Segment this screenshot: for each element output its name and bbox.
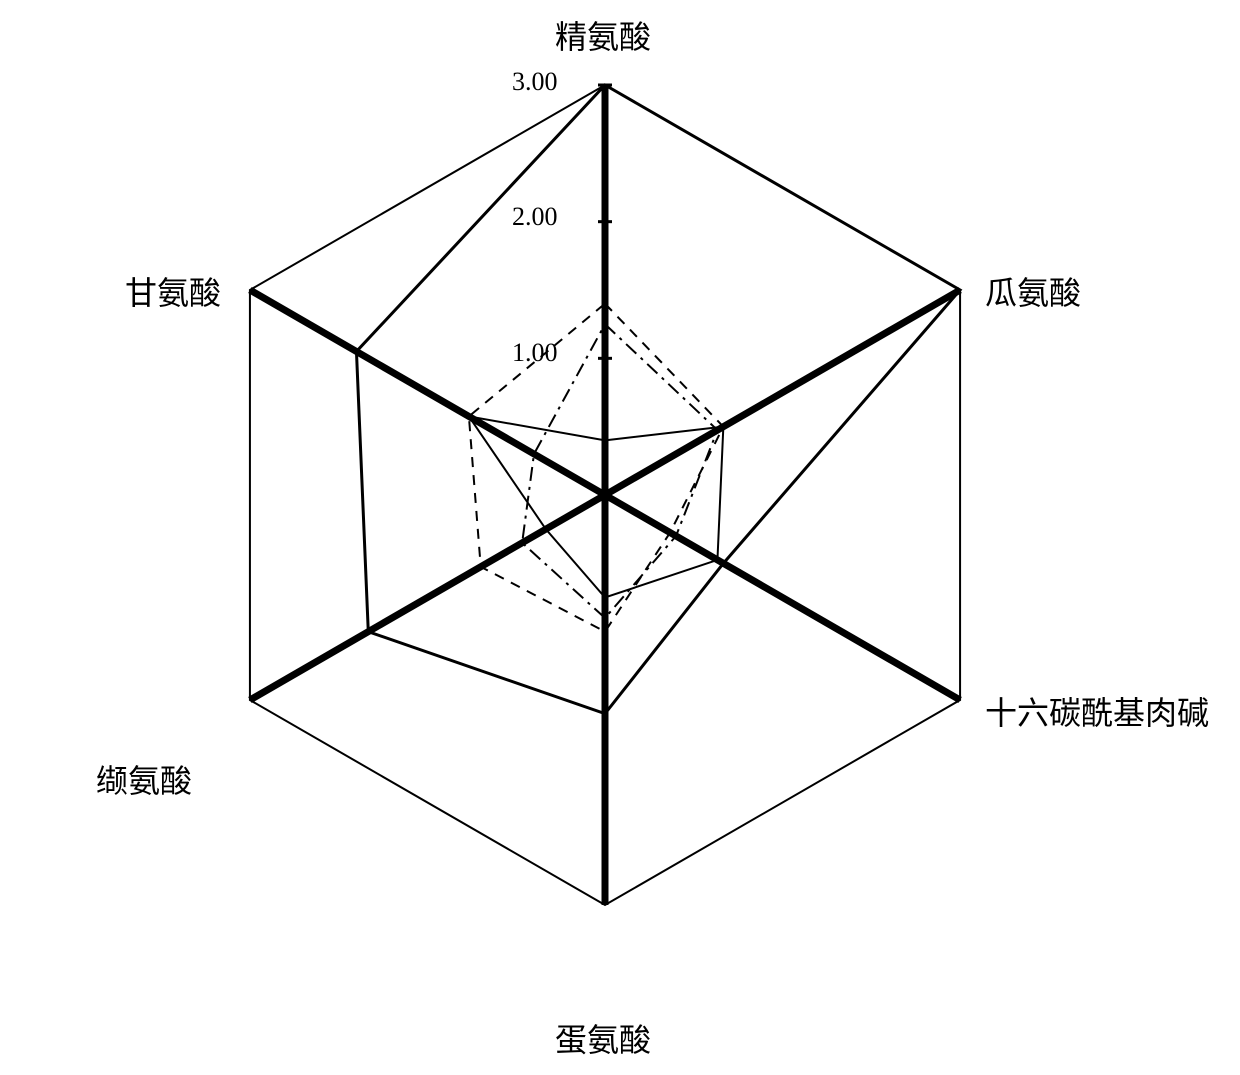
tick-label-1: 1.00 <box>512 338 558 368</box>
tick-label-3: 3.00 <box>512 67 558 97</box>
radar-chart: 精氨酸 瓜氨酸 十六碳酰基肉碱 蛋氨酸 缬氨酸 甘氨酸 1.00 2.00 3.… <box>0 0 1240 1075</box>
series-series-dashed <box>469 304 723 632</box>
radar-axis <box>605 290 960 495</box>
series-series-solid-main <box>356 85 960 714</box>
radar-svg <box>0 0 1240 1075</box>
radar-axis <box>605 495 960 700</box>
axis-label-top: 精氨酸 <box>555 12 651 58</box>
series-series-dashdot <box>522 324 717 618</box>
series-series-solid-inner <box>469 416 723 597</box>
axis-label-lower-right: 十六碳酰基肉碱 <box>985 688 1209 734</box>
axis-label-upper-left: 甘氨酸 <box>125 268 221 314</box>
axis-label-bottom: 蛋氨酸 <box>555 1015 651 1061</box>
axis-label-lower-left: 缬氨酸 <box>96 756 192 802</box>
tick-label-2: 2.00 <box>512 202 558 232</box>
radar-axis <box>250 290 605 495</box>
axis-label-upper-right: 瓜氨酸 <box>985 268 1081 314</box>
radar-axis <box>250 495 605 700</box>
